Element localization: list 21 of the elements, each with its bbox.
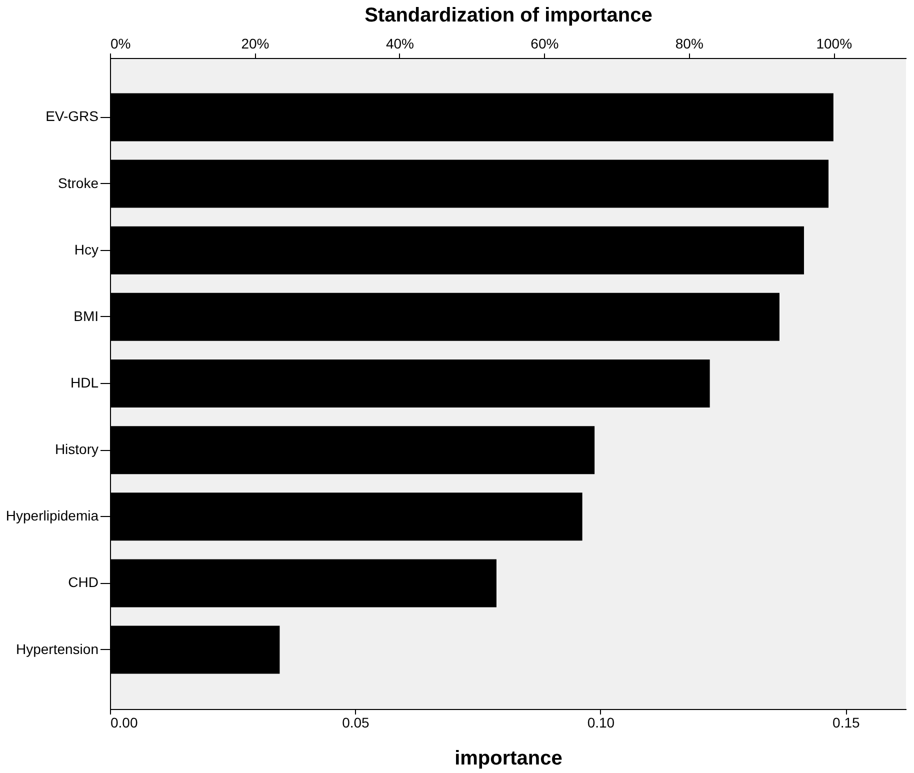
x2-tick-label: 100% <box>816 36 852 52</box>
y-tick-label: BMI <box>74 308 98 324</box>
x-tick-label: 0.00 <box>110 714 138 730</box>
y-tick-label: HDL <box>70 374 99 390</box>
x2-tick-label: 40% <box>386 36 414 52</box>
x-tick-label: 0.05 <box>342 714 370 730</box>
x2-tick-label: 0% <box>110 36 131 52</box>
x-tick-label: 0.15 <box>832 714 860 730</box>
x-tick-label: 0.10 <box>587 714 615 730</box>
y-tick-label: Hypertension <box>16 640 98 657</box>
y-tick-label: Hyperlipidemia <box>6 508 99 524</box>
y-tick-label: Stroke <box>58 174 99 191</box>
x2-tick-label: 20% <box>241 36 270 52</box>
y-tick-label: EV-GRS <box>46 108 98 124</box>
x2-tick-label: 80% <box>675 36 704 52</box>
x-axis-title: importance <box>454 748 562 770</box>
x2-axis-title: Standardization of importance <box>364 4 652 26</box>
y-tick-label: History <box>54 441 98 458</box>
x2-tick-label: 60% <box>530 36 559 52</box>
y-tick-label: Hcy <box>74 241 98 258</box>
y-tick-label: CHD <box>68 574 98 590</box>
